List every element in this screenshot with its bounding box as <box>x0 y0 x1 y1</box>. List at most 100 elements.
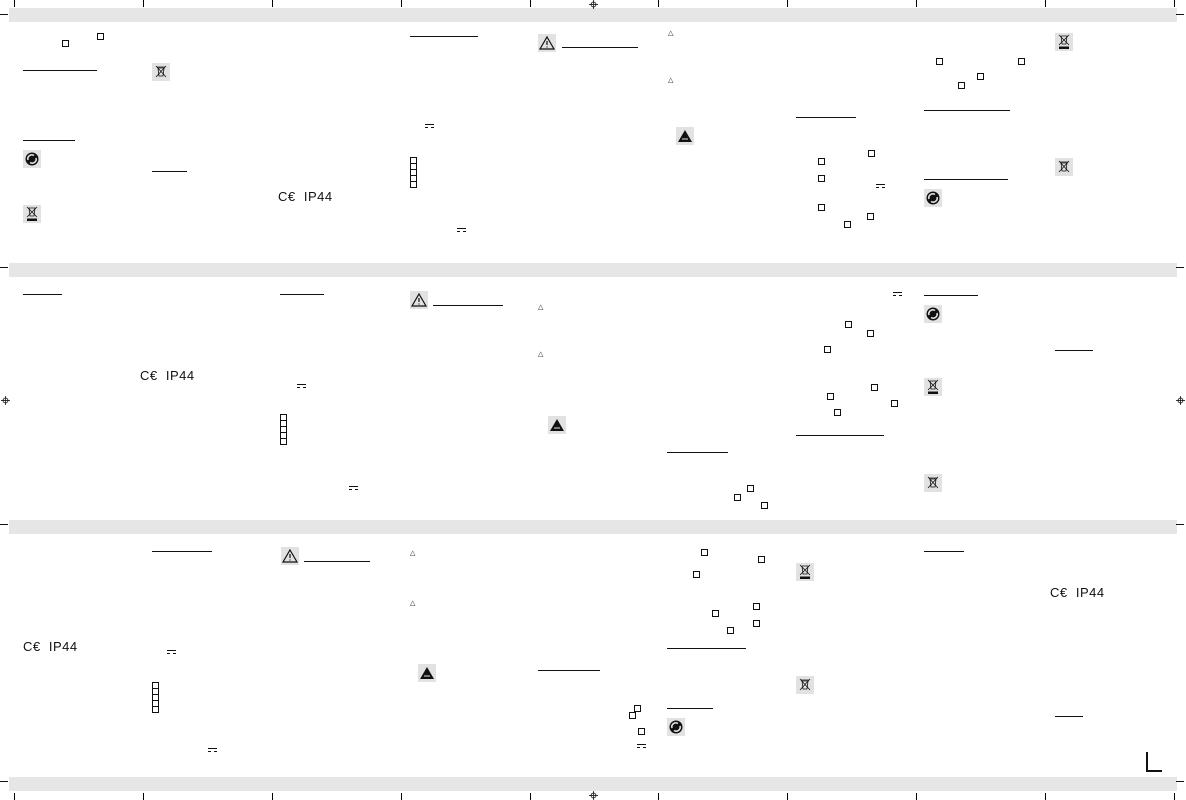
ce-mark: C€ <box>278 189 296 204</box>
crop-mark <box>272 0 273 7</box>
checkbox-symbol <box>867 213 874 220</box>
crop-mark <box>1176 267 1184 268</box>
crop-mark <box>916 0 917 7</box>
section-heading-underline <box>924 110 1010 111</box>
checkbox-symbol <box>818 158 825 165</box>
crop-mark <box>916 793 917 800</box>
section-heading-underline <box>23 70 97 71</box>
checkbox-symbol <box>891 400 898 407</box>
warning-triangle-icon <box>410 291 428 309</box>
registration-mark-icon <box>589 0 598 9</box>
recycling-green-dot-icon <box>667 718 685 736</box>
crop-mark <box>530 793 531 800</box>
recycling-green-dot-icon <box>23 150 41 168</box>
checkbox-symbol <box>727 627 734 634</box>
crop-mark <box>530 0 531 7</box>
section-heading-underline <box>152 551 212 552</box>
registration-mark-icon <box>1176 396 1185 405</box>
section-heading-underline <box>924 179 1008 180</box>
checkbox-symbol <box>758 556 765 563</box>
crop-mark <box>1174 0 1175 7</box>
crop-mark <box>1176 781 1184 782</box>
crop-mark <box>1176 14 1184 15</box>
warning-triangle-icon <box>538 34 556 52</box>
checkbox-symbol <box>97 33 104 40</box>
checkbox-symbol <box>936 58 943 65</box>
crop-mark <box>143 793 144 800</box>
ip-rating: IP44 <box>48 639 78 654</box>
crop-mark <box>401 793 402 800</box>
recycling-green-dot-icon <box>924 189 942 207</box>
section-heading-underline <box>152 171 187 172</box>
registration-mark-icon <box>589 791 598 800</box>
hazard-triangle-icon <box>676 127 694 145</box>
battery-level-symbol <box>280 414 287 445</box>
checkbox-symbol <box>712 610 719 617</box>
checkbox-symbol <box>1018 58 1025 65</box>
hazard-triangle-icon <box>548 416 566 434</box>
checkbox-symbol <box>845 321 852 328</box>
dc-current-symbol-icon <box>637 744 646 749</box>
ce-mark: C€ <box>23 639 41 654</box>
section-heading-underline <box>667 648 746 649</box>
recycling-green-dot-icon <box>924 305 942 323</box>
checkbox-symbol <box>977 73 984 80</box>
hazard-triangle-icon <box>418 664 436 682</box>
crop-mark <box>14 793 15 800</box>
ce-mark: C€ <box>140 368 158 383</box>
dc-current-symbol-icon <box>893 292 902 297</box>
checkbox-symbol <box>753 603 760 610</box>
weee-crossed-bin-icon <box>152 63 170 81</box>
checkbox-symbol <box>634 705 641 712</box>
crop-mark <box>0 781 8 782</box>
crop-mark <box>14 0 15 7</box>
checkbox-symbol <box>753 620 760 627</box>
dc-current-symbol-icon <box>425 124 434 129</box>
checkbox-symbol <box>868 150 875 157</box>
section-heading-underline <box>796 117 856 118</box>
checkbox-symbol <box>693 571 700 578</box>
crop-mark <box>0 267 8 268</box>
checkbox-symbol <box>834 409 841 416</box>
section-heading-underline <box>1055 716 1083 717</box>
weee-crossed-bin-icon <box>924 474 942 492</box>
dc-current-symbol-icon <box>876 184 885 189</box>
ip-rating: IP44 <box>165 368 195 383</box>
registration-mark-icon <box>1 396 10 405</box>
weee-crossed-bin-bar-icon <box>924 378 942 396</box>
checkbox-symbol <box>747 485 754 492</box>
checkbox-symbol <box>761 502 768 509</box>
crop-mark <box>1045 0 1046 7</box>
section-heading-underline <box>924 551 964 552</box>
ce-ip44-mark: C€ IP44 <box>140 368 195 383</box>
weee-crossed-bin-bar-icon <box>23 205 41 223</box>
small-warning-triangle-icon: △ <box>410 600 416 607</box>
ip-rating: IP44 <box>1075 585 1105 600</box>
checkbox-symbol <box>824 346 831 353</box>
checkbox-symbol <box>844 221 851 228</box>
section-heading-underline <box>23 140 75 141</box>
small-warning-triangle-icon: △ <box>668 30 674 37</box>
header-band <box>9 263 1177 277</box>
checkbox-symbol <box>818 175 825 182</box>
header-band <box>9 777 1177 791</box>
section-heading-underline <box>924 295 978 296</box>
small-warning-triangle-icon: △ <box>538 351 544 358</box>
weee-crossed-bin-bar-icon <box>796 563 814 581</box>
checkbox-symbol <box>818 204 825 211</box>
checkbox-symbol <box>638 728 645 735</box>
section-heading-underline <box>667 708 713 709</box>
section-heading-underline <box>304 561 370 562</box>
header-band <box>9 520 1177 534</box>
section-heading-underline <box>796 435 884 436</box>
warning-triangle-icon <box>281 547 299 565</box>
ce-mark: C€ <box>1050 585 1068 600</box>
checkbox-symbol <box>827 393 834 400</box>
section-heading-underline <box>538 670 600 671</box>
small-warning-triangle-icon: △ <box>668 77 674 84</box>
weee-crossed-bin-icon <box>796 676 814 694</box>
ip-rating: IP44 <box>303 189 333 204</box>
dc-current-symbol-icon <box>457 228 466 233</box>
checkbox-symbol <box>867 330 874 337</box>
weee-crossed-bin-bar-icon <box>1055 33 1073 51</box>
